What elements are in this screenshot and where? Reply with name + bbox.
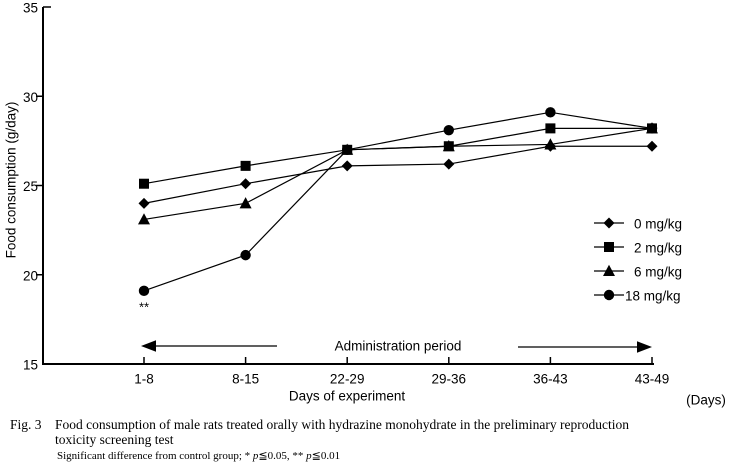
legend-diamond-icon bbox=[603, 217, 615, 229]
diamond-marker-0mg/kg bbox=[443, 158, 455, 170]
caption-text: Food consumption of male rats treated or… bbox=[55, 417, 724, 463]
circle-marker-18mg/kg bbox=[443, 124, 454, 136]
series-line-18mg/kg bbox=[143, 111, 653, 292]
x-tick-label: 36-43 bbox=[533, 372, 568, 387]
diamond-marker-0mg/kg bbox=[240, 178, 252, 190]
x-tick-label: 1-8 bbox=[134, 372, 154, 387]
caption-line-1: Food consumption of male rats treated or… bbox=[55, 417, 629, 432]
series-line-0mg/kg bbox=[143, 145, 652, 204]
left-arrow-head-icon bbox=[141, 340, 156, 352]
caption-footnote: Significant difference from control grou… bbox=[57, 450, 341, 462]
circle-marker-18mg/kg bbox=[240, 249, 251, 261]
significance-annotation: ** bbox=[139, 299, 149, 314]
diamond-marker-0mg/kg bbox=[341, 160, 353, 172]
legend-label: 6 mg/kg bbox=[634, 265, 682, 280]
x-tick-label: 29-36 bbox=[432, 372, 467, 387]
y-tick-label: 20 bbox=[23, 268, 38, 283]
series-line-6mg/kg bbox=[143, 127, 653, 221]
y-tick-label: 15 bbox=[23, 358, 38, 373]
legend-entry-18mg/kg: 18 mg/kg bbox=[594, 289, 681, 304]
food-consumption-line-chart: 15 20 25 30 35 1-8 8-15 22-29 29-36 36-43 43-49 Day… bbox=[4, 1, 726, 408]
figure-number: Fig. 3 bbox=[10, 417, 42, 432]
y-tick-label: 25 bbox=[23, 179, 38, 194]
x-axis-title: Days of experiment bbox=[289, 389, 406, 404]
axes-lines bbox=[42, 7, 654, 365]
caption-line-2: toxicity screening test bbox=[55, 432, 174, 447]
x-axis-unit: (Days) bbox=[686, 393, 726, 408]
legend-label: 0 mg/kg bbox=[634, 217, 682, 232]
x-tick-label: 22-29 bbox=[330, 372, 365, 387]
legend-circle-icon bbox=[603, 289, 615, 301]
square-marker-2mg/kg bbox=[443, 141, 454, 152]
square-marker-2mg/kg bbox=[647, 123, 657, 134]
triangle-marker-6mg/kg bbox=[239, 197, 252, 209]
legend-entry-0mg/kg: 0 mg/kg bbox=[594, 217, 682, 232]
x-tick-label: 8-15 bbox=[232, 372, 259, 387]
legend-entry-2mg/kg: 2 mg/kg bbox=[594, 241, 682, 256]
square-marker-2mg/kg bbox=[240, 160, 251, 171]
triangle-marker-6mg/kg bbox=[138, 213, 150, 225]
y-tick-label: 30 bbox=[23, 90, 38, 105]
circle-marker-18mg/kg bbox=[545, 107, 556, 118]
square-marker-2mg/kg bbox=[545, 123, 556, 134]
figure-caption: Fig. 3 Food consumption of male rats tre… bbox=[10, 417, 724, 463]
triangle-marker-6mg/kg bbox=[544, 138, 557, 150]
legend-entry-6mg/kg: 6 mg/kg bbox=[594, 265, 682, 280]
administration-period-label: Administration period bbox=[335, 339, 462, 354]
series-line-2mg/kg bbox=[143, 127, 652, 185]
chart-svg: 15 20 25 30 35 1-8 8-15 22-29 29-36 36-43 43-49 Day… bbox=[4, 1, 726, 408]
legend-triangle-icon bbox=[603, 264, 615, 276]
legend-square-icon bbox=[604, 242, 614, 252]
legend-label: 18 mg/kg bbox=[625, 289, 681, 304]
square-marker-2mg/kg bbox=[342, 144, 353, 155]
diamond-marker-0mg/kg bbox=[138, 197, 150, 209]
legend-label: 2 mg/kg bbox=[634, 241, 682, 256]
square-marker-2mg/kg bbox=[139, 178, 149, 189]
x-tick-label: 43-49 bbox=[635, 372, 670, 387]
right-arrow-head-icon bbox=[637, 341, 652, 353]
y-axis-title: Food consumption (g/day) bbox=[4, 102, 19, 259]
diamond-marker-0mg/kg bbox=[646, 140, 658, 152]
y-tick-label: 35 bbox=[23, 1, 38, 16]
circle-marker-18mg/kg bbox=[138, 285, 150, 297]
